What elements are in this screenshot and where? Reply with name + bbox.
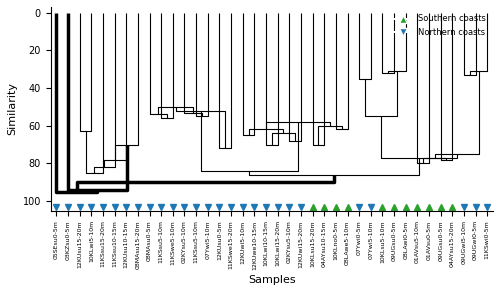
Y-axis label: Similarity: Similarity	[7, 82, 17, 135]
X-axis label: Samples: Samples	[248, 275, 296, 285]
Legend: Southern coasts, Northern coasts: Southern coasts, Northern coasts	[391, 11, 489, 40]
